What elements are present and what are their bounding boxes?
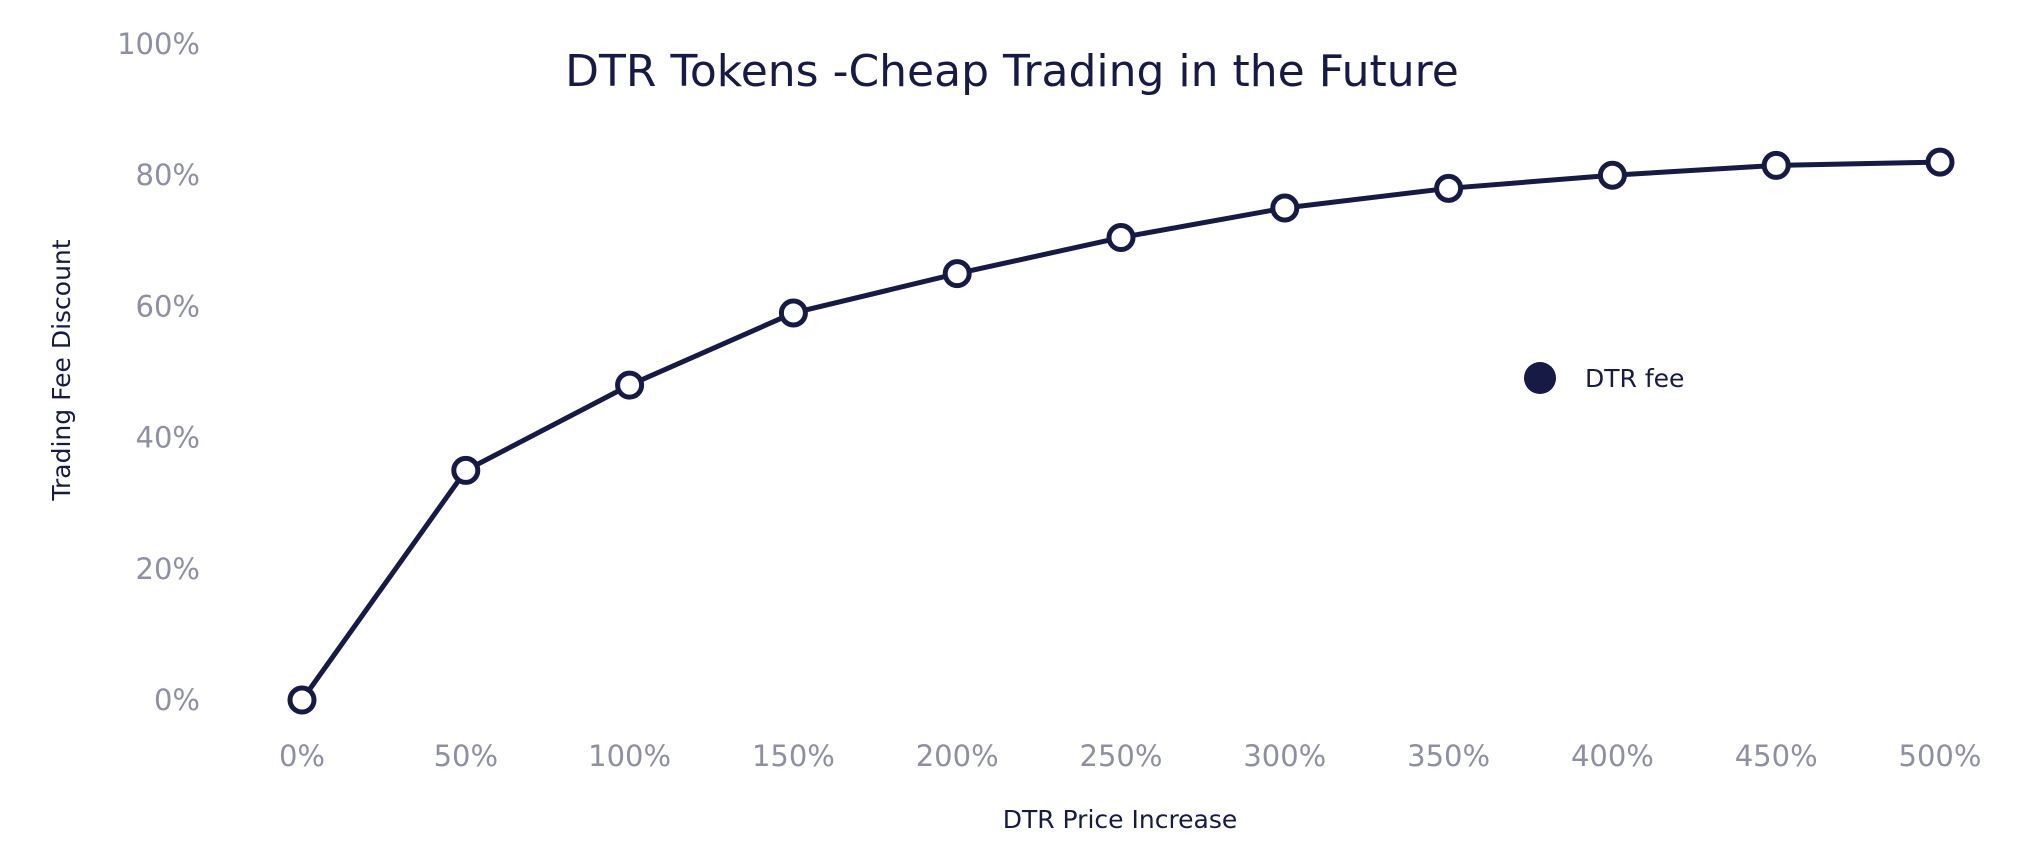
data-point[interactable]: 50%: 35%: [451, 455, 481, 485]
y-tick-label: 40%: [136, 421, 200, 455]
y-tick-label: 60%: [136, 289, 200, 323]
x-tick-label: 50%: [434, 739, 498, 773]
y-tick-label: 0%: [154, 683, 200, 717]
data-point[interactable]: 250%: 70.5%: [1106, 223, 1136, 253]
x-tick-label: 350%: [1407, 739, 1490, 773]
x-tick-label: 450%: [1735, 739, 1818, 773]
x-tick-label: 250%: [1080, 739, 1163, 773]
y-axis-label: Trading Fee Discount: [47, 239, 76, 501]
data-point[interactable]: 0%: 0%: [287, 685, 317, 715]
data-point[interactable]: 100%: 48%: [615, 370, 645, 400]
x-tick-label: 0%: [279, 739, 325, 773]
data-point[interactable]: 500%: 82%: [1925, 147, 1955, 177]
y-tick-label: 100%: [117, 27, 200, 61]
legend[interactable]: DTR fee: [1524, 362, 1684, 394]
x-tick-label: 200%: [916, 739, 999, 773]
x-tick-label: 100%: [588, 739, 671, 773]
data-point[interactable]: 400%: 80%: [1597, 160, 1627, 190]
y-tick-label: 80%: [136, 158, 200, 192]
series-group: 0%: 0% 50%: 35% 100%: 48% 150%: 59% 200%: 65…: [287, 147, 1955, 715]
data-point[interactable]: 350%: 78%: [1434, 173, 1464, 203]
x-tick-label: 500%: [1899, 739, 1982, 773]
legend-label: DTR fee: [1585, 364, 1684, 393]
legend-marker-icon: [1524, 362, 1556, 394]
x-tick-label: 400%: [1571, 739, 1654, 773]
x-axis-ticks: 0% 50% 100% 150% 200% 250% 300% 350% 400% 450% 500…: [279, 739, 1981, 773]
data-point[interactable]: 450%: 81.5%: [1761, 150, 1791, 180]
y-tick-label: 20%: [136, 552, 200, 586]
data-point[interactable]: 300%: 75%: [1270, 193, 1300, 223]
data-point[interactable]: 200%: 65%: [942, 259, 972, 289]
x-tick-label: 300%: [1243, 739, 1326, 773]
y-axis-ticks: 0% 20% 40% 60% 80% 100%: [117, 27, 200, 717]
data-point[interactable]: 150%: 59%: [778, 298, 808, 328]
chart-title: DTR Tokens -Cheap Trading in the Future: [565, 46, 1459, 97]
x-axis-label: DTR Price Increase: [1003, 805, 1238, 834]
x-tick-label: 150%: [752, 739, 835, 773]
